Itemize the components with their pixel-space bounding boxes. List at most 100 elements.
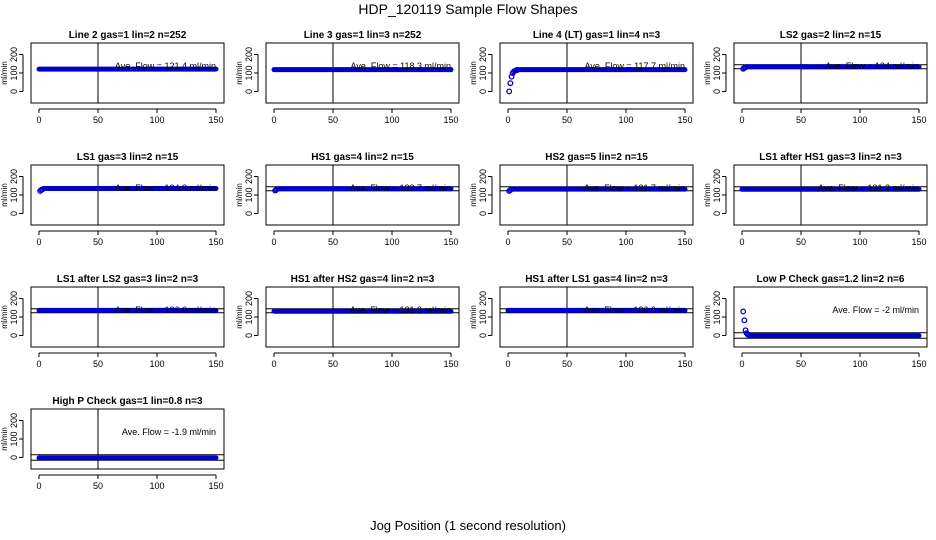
y-tick-label: 200 <box>478 169 488 184</box>
x-tick-label: 150 <box>443 115 458 125</box>
panel-title: HS1 gas=4 lin=2 n=15 <box>311 152 414 163</box>
y-axis-label: ml/min <box>469 61 478 85</box>
average-flow-annotation: Ave. Flow = -2 ml/min <box>832 305 919 315</box>
y-tick-label: 0 <box>244 211 254 216</box>
panel-title: Low P Check gas=1.2 lin=2 n=6 <box>757 274 905 285</box>
average-flow-annotation: Ave. Flow = 136.0 ml/min <box>115 305 216 315</box>
y-tick-label: 0 <box>244 333 254 338</box>
panel-frame <box>733 286 928 348</box>
x-tick-label: 50 <box>562 359 572 369</box>
y-tick-label: 0 <box>712 89 722 94</box>
average-flow-annotation: Ave. Flow = 134.8 ml/min <box>115 183 216 193</box>
y-axis-label: ml/min <box>0 61 9 85</box>
x-tick-label: 0 <box>271 237 276 247</box>
x-tick-label: 100 <box>149 115 164 125</box>
panel-frame <box>499 286 694 348</box>
y-tick-label: 0 <box>478 89 488 94</box>
y-axis-label: ml/min <box>0 305 9 329</box>
x-tick-label: 0 <box>36 481 41 491</box>
x-tick-label: 150 <box>208 481 223 491</box>
average-flow-annotation: Ave. Flow = 133.7 ml/min <box>350 183 451 193</box>
x-tick-label: 150 <box>677 115 692 125</box>
y-tick-label: 0 <box>244 89 254 94</box>
average-flow-annotation: Ave. Flow = -1.9 ml/min <box>122 427 216 437</box>
y-axis-label: ml/min <box>703 305 712 329</box>
average-flow-annotation: Ave. Flow = 131.2 ml/min <box>818 183 919 193</box>
panel-frame <box>733 164 928 226</box>
panel-title: HS1 after LS1 gas=4 lin=2 n=3 <box>525 274 668 285</box>
x-tick-label: 150 <box>208 359 223 369</box>
x-tick-label: 100 <box>149 237 164 247</box>
panel-title: Line 2 gas=1 lin=2 n=252 <box>69 30 187 41</box>
y-tick-label: 100 <box>712 187 722 202</box>
x-tick-label: 150 <box>677 237 692 247</box>
x-tick-label: 150 <box>208 115 223 125</box>
y-axis-label: ml/min <box>469 305 478 329</box>
y-tick-label: 200 <box>9 413 19 428</box>
data-point <box>742 327 749 334</box>
panel-frame <box>30 286 225 348</box>
x-tick-label: 0 <box>36 115 41 125</box>
x-tick-label: 50 <box>562 115 572 125</box>
x-tick-label: 50 <box>796 237 806 247</box>
panel-frame <box>30 408 225 470</box>
y-tick-label: 0 <box>9 211 19 216</box>
y-axis-label: ml/min <box>235 61 244 85</box>
x-tick-label: 50 <box>93 237 103 247</box>
panel-title: LS1 after HS1 gas=3 lin=2 n=3 <box>759 152 902 163</box>
y-tick-label: 200 <box>478 47 488 62</box>
x-tick-label: 0 <box>505 359 510 369</box>
y-tick-label: 200 <box>244 169 254 184</box>
x-tick-label: 150 <box>677 359 692 369</box>
panel-title: High P Check gas=1 lin=0.8 n=3 <box>52 396 203 407</box>
y-tick-label: 200 <box>478 291 488 306</box>
x-tick-label: 150 <box>443 237 458 247</box>
x-tick-label: 50 <box>562 237 572 247</box>
panel-frame <box>265 164 460 226</box>
x-tick-label: 0 <box>271 115 276 125</box>
y-tick-label: 200 <box>244 47 254 62</box>
x-tick-label: 100 <box>384 237 399 247</box>
x-tick-label: 50 <box>328 359 338 369</box>
y-tick-label: 100 <box>244 309 254 324</box>
y-axis-label: ml/min <box>703 183 712 207</box>
y-tick-label: 100 <box>9 309 19 324</box>
y-tick-label: 100 <box>9 65 19 80</box>
average-flow-annotation: Ave. Flow = 121.4 ml/min <box>115 61 216 71</box>
x-tick-label: 150 <box>911 237 926 247</box>
x-tick-label: 0 <box>36 237 41 247</box>
x-tick-label: 0 <box>271 359 276 369</box>
y-axis-label: ml/min <box>469 183 478 207</box>
x-tick-label: 0 <box>36 359 41 369</box>
y-tick-label: 0 <box>9 455 19 460</box>
x-tick-label: 150 <box>911 359 926 369</box>
x-tick-label: 0 <box>739 115 744 125</box>
x-tick-label: 50 <box>328 237 338 247</box>
average-flow-annotation: Ave. Flow = 131.3 ml/min <box>350 305 451 315</box>
data-point <box>506 88 513 95</box>
panel-frame <box>499 164 694 226</box>
x-tick-label: 0 <box>739 359 744 369</box>
y-tick-label: 200 <box>9 47 19 62</box>
x-tick-label: 100 <box>149 481 164 491</box>
y-tick-label: 100 <box>478 65 488 80</box>
y-tick-label: 200 <box>9 169 19 184</box>
data-point <box>741 317 748 324</box>
x-tick-label: 50 <box>93 359 103 369</box>
x-tick-label: 100 <box>618 115 633 125</box>
y-tick-label: 0 <box>9 89 19 94</box>
y-tick-label: 0 <box>478 211 488 216</box>
x-tick-label: 100 <box>149 359 164 369</box>
x-tick-label: 100 <box>852 237 867 247</box>
data-point <box>740 308 747 315</box>
y-axis-label: ml/min <box>235 183 244 207</box>
y-tick-label: 0 <box>712 333 722 338</box>
average-flow-annotation: Ave. Flow = 131.7 ml/min <box>584 183 685 193</box>
x-tick-label: 150 <box>208 237 223 247</box>
x-tick-label: 0 <box>505 115 510 125</box>
panel-title: LS1 gas=3 lin=2 n=15 <box>77 152 179 163</box>
x-tick-label: 100 <box>852 115 867 125</box>
y-tick-label: 0 <box>478 333 488 338</box>
average-flow-annotation: Ave. Flow = 136.0 ml/min <box>584 305 685 315</box>
y-tick-label: 100 <box>478 187 488 202</box>
